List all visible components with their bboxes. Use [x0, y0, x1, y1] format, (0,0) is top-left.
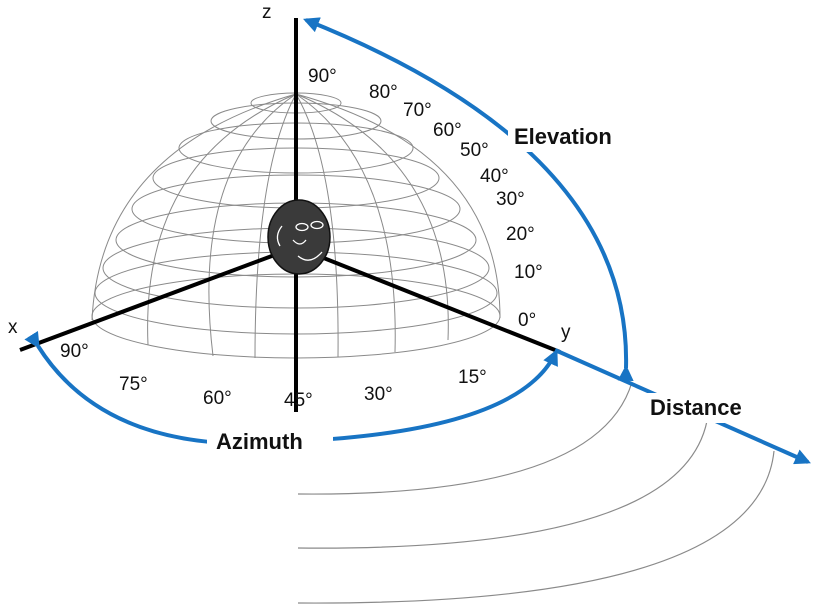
distance-title: Distance — [650, 395, 742, 420]
azimuth-tick: 90° — [60, 341, 89, 362]
elevation-tick: 80° — [369, 82, 398, 103]
elevation-tick: 30° — [496, 189, 525, 210]
z-axis-label: z — [262, 2, 272, 23]
elevation-tick: 60° — [433, 120, 462, 141]
elevation-tick: 0° — [518, 310, 536, 331]
elevation-tick: 40° — [480, 166, 509, 187]
x-axis-line — [19, 245, 297, 352]
head-icon — [267, 199, 331, 275]
azimuth-tick: 45° — [284, 390, 313, 411]
elevation-title: Elevation — [514, 124, 612, 149]
elevation-tick: 70° — [403, 100, 432, 121]
azimuth-title: Azimuth — [216, 429, 303, 454]
elevation-tick: 50° — [460, 140, 489, 161]
azimuth-tick: 15° — [458, 367, 487, 388]
y-axis-label: y — [561, 322, 571, 343]
distance-arcs — [297, 381, 775, 604]
x-axis-label: x — [8, 317, 18, 338]
elevation-tick: 10° — [514, 262, 543, 283]
azimuth-tick: 60° — [203, 388, 232, 409]
azimuth-tick: 75° — [119, 374, 148, 395]
azimuth-tick: 30° — [364, 384, 393, 405]
elevation-arrow — [303, 17, 634, 382]
elevation-tick: 90° — [308, 66, 337, 87]
elevation-tick: 20° — [506, 224, 535, 245]
